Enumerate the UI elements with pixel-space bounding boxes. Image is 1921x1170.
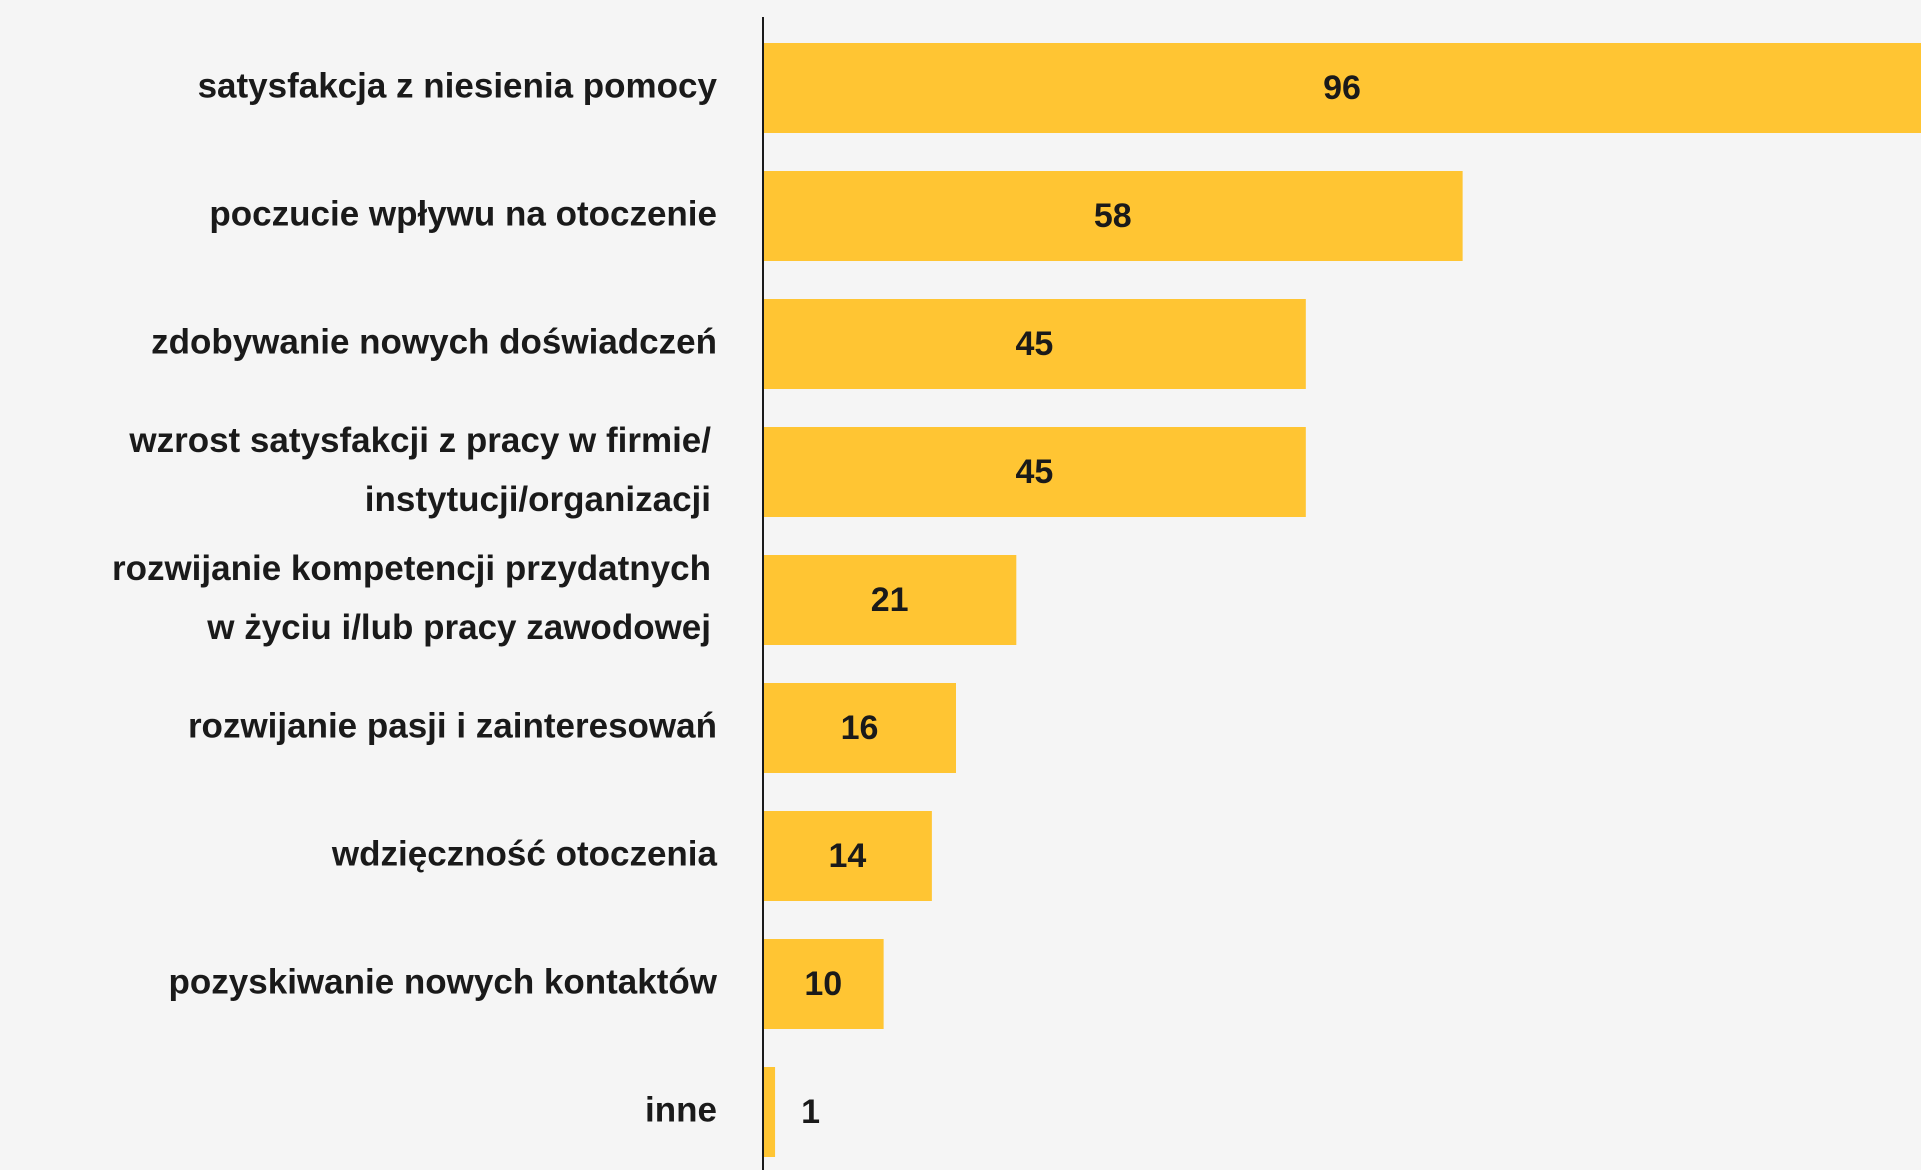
bar	[763, 939, 884, 1029]
category-label: satysfakcja z niesienia pomocy	[198, 66, 718, 105]
category-label: zdobywanie nowych doświadczeń	[151, 322, 717, 361]
value-label: 21	[871, 581, 909, 619]
bar	[763, 427, 1306, 517]
bar	[763, 683, 956, 773]
category-label: poczucie wpływu na otoczenie	[209, 194, 717, 233]
bar	[763, 555, 1017, 645]
category-label: rozwijanie pasji i zainteresowań	[188, 706, 717, 745]
category-label: inne	[645, 1090, 717, 1129]
bar	[763, 1067, 776, 1157]
category-label: rozwijanie kompetencji przydatnych	[112, 549, 711, 588]
bar	[763, 299, 1306, 389]
value-label: 96	[1323, 69, 1361, 107]
category-label: wzrost satysfakcji z pracy w firmie/	[128, 421, 711, 460]
value-label: 16	[841, 709, 879, 747]
value-label: 58	[1094, 197, 1132, 235]
value-label: 1	[801, 1093, 820, 1131]
category-label: instytucji/organizacji	[365, 480, 711, 519]
bar	[763, 171, 1463, 261]
value-label: 10	[804, 965, 842, 1003]
value-label: 45	[1015, 453, 1053, 491]
bar	[763, 43, 1921, 133]
category-label: w życiu i/lub pracy zawodowej	[206, 608, 711, 647]
value-label: 14	[829, 837, 867, 875]
bar	[763, 811, 932, 901]
category-label: pozyskiwanie nowych kontaktów	[169, 962, 718, 1001]
bars	[763, 43, 1921, 1157]
value-label: 45	[1015, 325, 1053, 363]
labels: 96 satysfakcja z niesienia pomocy 58 poczuc…	[112, 66, 1361, 1131]
category-label: wdzięczność otoczenia	[331, 834, 718, 873]
